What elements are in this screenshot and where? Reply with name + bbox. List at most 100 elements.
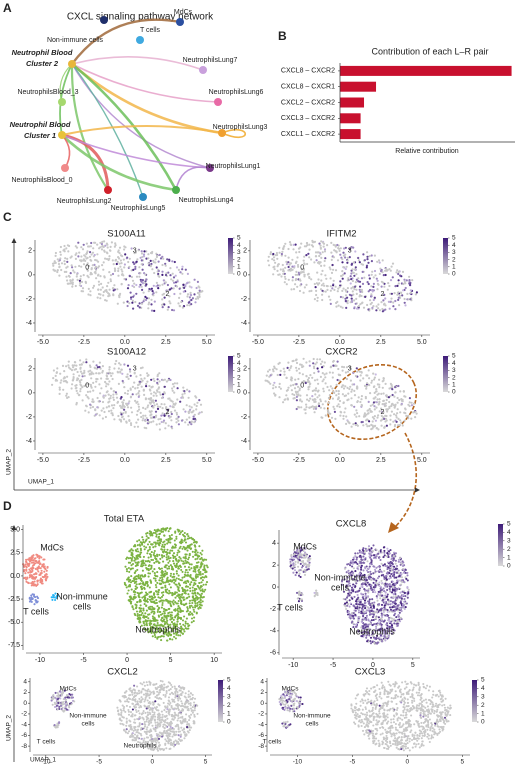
cell-point (322, 378, 325, 381)
cell-point (185, 627, 189, 630)
cell-point (165, 538, 168, 541)
cell-point (414, 410, 417, 413)
cell-point (170, 620, 174, 624)
cell-point (368, 420, 371, 423)
cell-point (391, 600, 394, 604)
cell-point (410, 404, 414, 407)
cell-point (189, 610, 192, 614)
cell-point (152, 259, 155, 262)
cell-point (359, 285, 362, 288)
cell-point (309, 374, 312, 377)
cell-point (161, 270, 164, 273)
cell-point (139, 574, 142, 577)
cell-point (379, 589, 382, 592)
cell-point (362, 549, 365, 552)
cell-point (132, 268, 135, 271)
cell-point (356, 307, 359, 310)
cell-point (307, 399, 311, 402)
cell-point (310, 289, 313, 292)
cell-point (290, 389, 293, 392)
cell-point (408, 282, 411, 285)
cell-point (389, 300, 392, 303)
cell-point (363, 553, 366, 556)
cell-point (343, 394, 346, 398)
cell-point (329, 289, 332, 292)
cell-point (375, 277, 378, 280)
cell-point (339, 247, 342, 250)
cell-point (106, 252, 109, 255)
cell-point (174, 596, 177, 599)
cell-point (393, 413, 396, 416)
cell-point (294, 378, 297, 381)
network-edge (61, 134, 211, 169)
cell-point (375, 309, 378, 312)
x-tick-label: -5.0 (37, 457, 49, 464)
cell-point (169, 274, 172, 277)
cell-point (314, 363, 317, 366)
cell-point (346, 302, 349, 305)
cell-point (293, 393, 296, 397)
cell-point (42, 565, 45, 569)
cell-point (373, 296, 376, 299)
cell-point (184, 410, 187, 413)
cell-point (353, 299, 356, 302)
cell-point (52, 596, 55, 599)
y-tick-label: CXCL1 – CXCR2 (281, 131, 335, 138)
cell-point (193, 539, 196, 542)
cell-point (194, 594, 197, 597)
cell-point (383, 590, 386, 593)
cell-point (25, 568, 28, 571)
cell-point (162, 560, 165, 563)
cell-point (106, 285, 109, 288)
cell-point (313, 411, 316, 414)
cell-point (136, 591, 139, 594)
cell-point (181, 592, 184, 596)
cell-point (162, 279, 165, 282)
cell-point (113, 288, 116, 291)
cell-point (160, 530, 163, 533)
cell-point (155, 403, 159, 406)
cell-point (165, 406, 168, 409)
cell-point (136, 304, 140, 307)
cell-point (385, 623, 388, 626)
cell-point (113, 404, 116, 407)
y-tick-label: -2 (26, 296, 32, 303)
cell-point (33, 572, 37, 576)
cell-point (157, 386, 161, 389)
cell-point (36, 555, 39, 558)
cell-point (38, 555, 41, 558)
cell-point (147, 536, 150, 540)
cell-point (178, 296, 181, 299)
cell-point (204, 588, 207, 591)
cell-point (350, 591, 353, 594)
cell-point (45, 577, 48, 580)
cell-point (295, 369, 298, 372)
cell-point (346, 613, 350, 616)
cell-point (194, 548, 197, 551)
cell-point (143, 272, 146, 275)
cell-point (137, 595, 140, 598)
network-node (104, 186, 112, 194)
cell-point (142, 388, 145, 391)
cell-point (278, 382, 281, 385)
cell-point (150, 386, 153, 389)
cell-point (149, 397, 152, 400)
cell-point (336, 259, 340, 262)
cell-point (353, 413, 356, 416)
cell-point (313, 406, 316, 409)
cell-point (396, 269, 399, 272)
panel-letter: D (3, 499, 12, 513)
cell-point (148, 586, 151, 589)
cell-point (378, 400, 381, 403)
cell-point (152, 546, 155, 549)
cell-point (384, 402, 388, 405)
cell-point (122, 258, 125, 261)
cell-point (333, 410, 336, 413)
cell-point (388, 284, 391, 288)
node-label: NeutrophilsLung3 (213, 124, 268, 131)
colorbar-tick-label: 2 (452, 374, 456, 381)
cell-point (163, 543, 167, 546)
cell-point (151, 625, 154, 628)
cell-point (361, 263, 365, 266)
cell-point (326, 409, 330, 412)
